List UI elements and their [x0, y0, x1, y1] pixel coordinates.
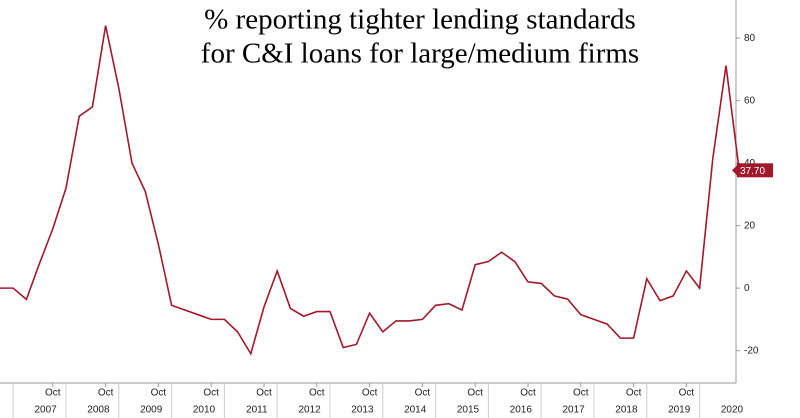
year-label: 2016	[510, 405, 533, 416]
year-label: 2018	[615, 405, 638, 416]
x-tick-label: Oct	[520, 388, 536, 399]
year-label: 2014	[404, 405, 427, 416]
x-tick-label: Oct	[679, 388, 695, 399]
x-tick-label: Oct	[203, 388, 219, 399]
x-tick-label: Oct	[573, 388, 589, 399]
value-label: 37.70	[740, 166, 765, 177]
y-tick-label: -20	[744, 345, 759, 356]
year-label: 2017	[562, 405, 585, 416]
year-label: 2007	[34, 405, 57, 416]
chart-title: % reporting tighter lending standards	[204, 4, 636, 36]
x-tick-label: Oct	[309, 388, 325, 399]
x-tick-label: Oct	[151, 388, 167, 399]
x-tick-label: Oct	[45, 388, 61, 399]
y-tick-label: 60	[744, 95, 756, 106]
y-tick-label: 20	[744, 220, 756, 231]
line-series	[0, 25, 740, 356]
x-tick-label: Oct	[626, 388, 642, 399]
year-label: 2009	[140, 405, 163, 416]
year-label: 2010	[193, 405, 216, 416]
year-label: 2019	[668, 405, 691, 416]
value-label-pointer	[732, 165, 737, 176]
x-tick-label: Oct	[415, 388, 431, 399]
year-label: 2012	[298, 405, 321, 416]
value-label-box	[737, 163, 773, 178]
x-tick-label: Oct	[362, 388, 378, 399]
chart-title: for C&I loans for large/medium firms	[201, 38, 639, 70]
y-tick-label: 0	[744, 283, 750, 294]
year-label: 2011	[246, 405, 268, 416]
y-tick-label: 80	[744, 33, 756, 44]
year-label: 2013	[351, 405, 374, 416]
x-tick-label: Oct	[256, 388, 272, 399]
year-label: 2015	[457, 405, 480, 416]
x-tick-label: Oct	[98, 388, 114, 399]
x-tick-label: Oct	[467, 388, 483, 399]
year-label: 2020	[721, 405, 744, 416]
year-label: 2008	[87, 405, 110, 416]
y-tick-label: 40	[744, 158, 756, 169]
